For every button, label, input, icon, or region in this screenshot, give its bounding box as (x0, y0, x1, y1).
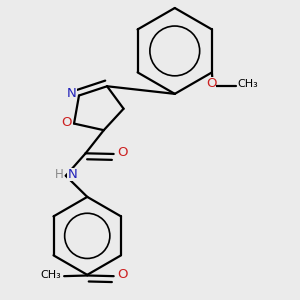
Text: N: N (67, 87, 76, 101)
Text: O: O (61, 116, 72, 129)
Text: O: O (206, 77, 216, 91)
Text: H: H (54, 168, 63, 181)
Text: N: N (68, 168, 77, 181)
Text: O: O (118, 268, 128, 281)
Text: CH₃: CH₃ (238, 79, 258, 89)
Text: O: O (118, 146, 128, 159)
Text: CH₃: CH₃ (40, 269, 61, 280)
